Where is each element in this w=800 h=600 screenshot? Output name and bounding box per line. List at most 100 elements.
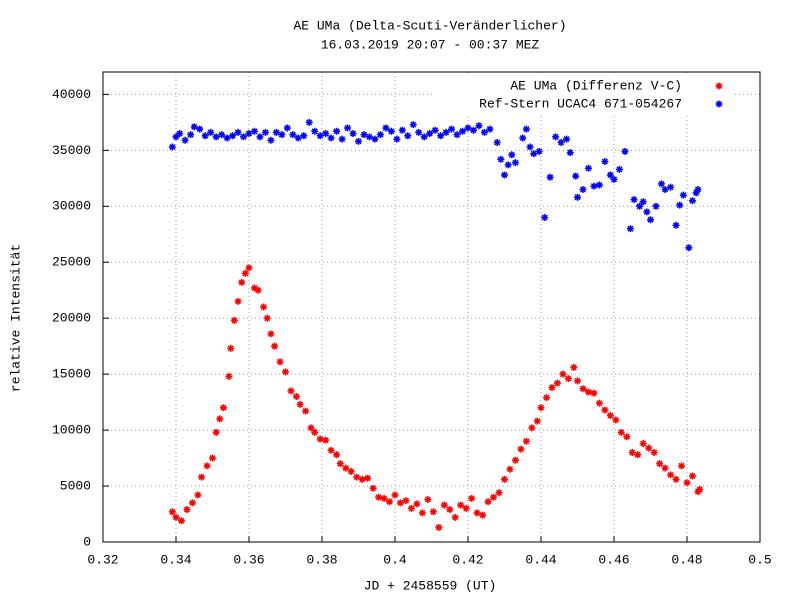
data-point — [272, 128, 280, 136]
data-point — [196, 125, 204, 133]
data-point — [685, 244, 693, 252]
data-point — [393, 135, 401, 143]
data-point — [311, 428, 319, 436]
data-point — [533, 417, 541, 425]
data-point — [656, 460, 664, 468]
data-point — [188, 499, 196, 507]
data-point — [201, 132, 209, 140]
data-point — [559, 370, 567, 378]
legend-background — [432, 76, 732, 116]
data-point — [168, 508, 176, 516]
data-point — [386, 498, 394, 506]
data-point — [469, 126, 477, 134]
data-point — [688, 197, 696, 205]
data-point — [696, 485, 704, 493]
data-point — [606, 171, 614, 179]
data-point — [282, 368, 289, 376]
data-point — [621, 147, 629, 155]
data-point — [448, 125, 456, 133]
data-point — [256, 133, 264, 141]
data-point — [380, 494, 388, 502]
data-point — [194, 491, 202, 499]
data-point — [375, 493, 383, 501]
data-point — [564, 375, 572, 383]
data-point — [349, 130, 357, 138]
data-point — [692, 189, 700, 197]
legend-label: AE UMa (Differenz V-C) — [510, 78, 682, 93]
data-point — [679, 191, 687, 199]
data-point — [402, 497, 410, 505]
data-point — [267, 136, 275, 144]
y-tick-label: 25000 — [52, 255, 91, 270]
y-tick-label: 20000 — [52, 311, 91, 326]
data-point — [289, 131, 297, 139]
data-point — [661, 464, 669, 472]
data-point — [420, 133, 428, 141]
data-point — [453, 131, 461, 139]
data-point — [407, 504, 415, 512]
data-point — [468, 494, 476, 502]
data-point — [168, 143, 176, 151]
data-point — [542, 394, 550, 402]
data-point — [511, 456, 519, 464]
data-point — [495, 489, 503, 497]
data-point — [172, 133, 180, 141]
data-point — [552, 133, 560, 141]
data-point — [342, 464, 350, 472]
data-point — [311, 127, 319, 135]
data-point — [440, 501, 448, 509]
data-point — [250, 284, 258, 292]
data-point — [652, 202, 660, 210]
y-tick-label: 10000 — [52, 423, 91, 438]
y-tick-label: 5000 — [60, 478, 91, 493]
data-point — [387, 127, 395, 135]
data-point — [672, 475, 680, 483]
data-point — [404, 132, 412, 140]
data-point — [305, 118, 313, 126]
data-point — [338, 135, 346, 143]
data-point — [426, 130, 434, 138]
data-point — [212, 428, 220, 436]
data-point — [570, 363, 578, 371]
data-point — [296, 400, 304, 408]
data-point — [424, 495, 432, 503]
data-point — [501, 475, 508, 483]
data-point — [497, 155, 505, 163]
data-point — [176, 130, 184, 138]
data-point — [238, 278, 246, 286]
data-point — [572, 172, 580, 180]
data-point — [216, 415, 224, 423]
data-point — [207, 128, 215, 136]
data-point — [294, 134, 302, 142]
data-point — [382, 124, 390, 132]
data-point — [678, 462, 686, 470]
data-point — [360, 131, 368, 139]
data-point — [584, 388, 592, 396]
data-point — [612, 416, 620, 424]
data-point — [435, 523, 443, 531]
data-point — [683, 479, 691, 487]
data-point — [595, 399, 603, 407]
data-point — [501, 171, 508, 179]
data-point — [229, 132, 237, 140]
chart-title: AE UMa (Delta-Scuti-Veränderlicher) — [293, 18, 566, 33]
data-point — [418, 509, 426, 517]
data-point — [486, 125, 494, 133]
data-point — [537, 404, 545, 412]
data-point — [396, 499, 404, 507]
data-point — [595, 181, 603, 189]
data-point — [355, 137, 362, 145]
data-point — [636, 202, 644, 210]
data-point — [522, 437, 530, 445]
data-point — [230, 316, 238, 324]
data-point — [688, 472, 696, 480]
data-point — [250, 127, 258, 135]
data-point — [358, 475, 366, 483]
data-point — [446, 506, 454, 514]
data-point — [661, 186, 669, 193]
data-point — [260, 303, 268, 311]
data-point — [647, 216, 654, 224]
data-point — [519, 134, 527, 142]
data-point — [429, 508, 437, 516]
